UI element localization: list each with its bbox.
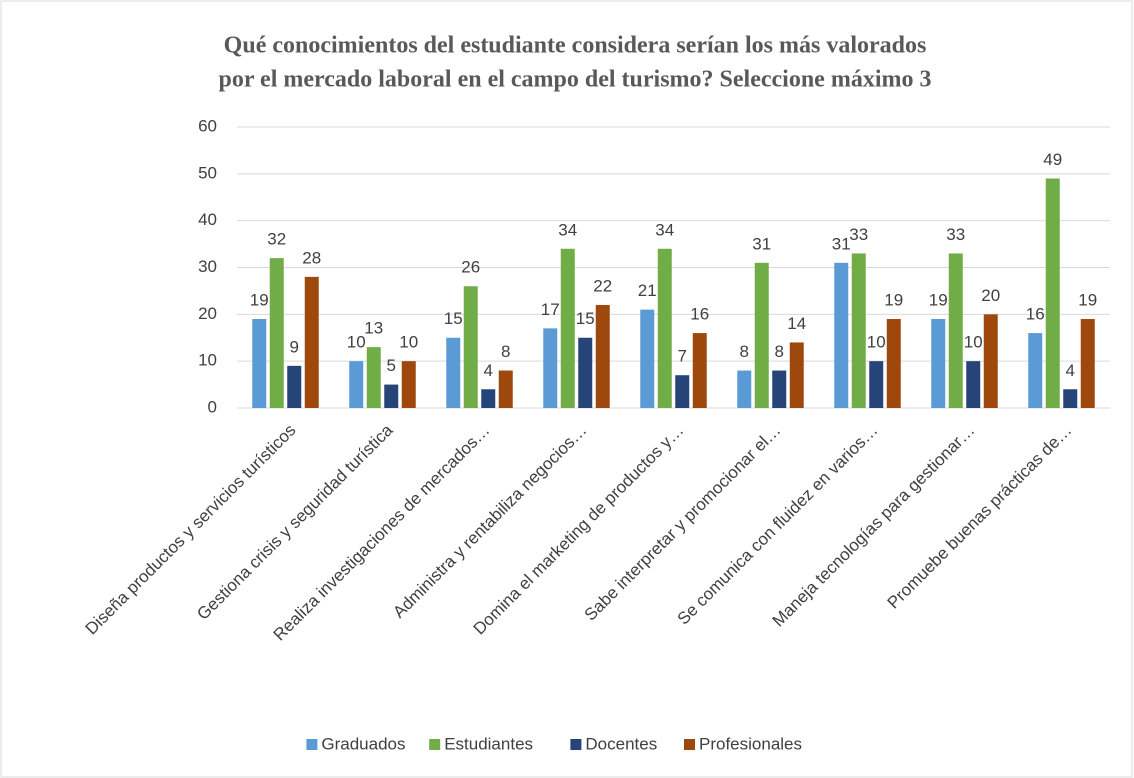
bar: [886, 319, 901, 408]
y-tick-label: 10: [198, 351, 217, 370]
data-label: 5: [387, 356, 396, 375]
y-tick-label: 0: [208, 397, 217, 416]
data-label: 31: [832, 234, 851, 253]
data-label: 49: [1043, 150, 1062, 169]
legend-label: Docentes: [585, 734, 657, 753]
bar: [692, 333, 707, 408]
data-label: 10: [867, 333, 886, 352]
data-label: 22: [593, 276, 612, 295]
y-tick-label: 30: [198, 257, 217, 276]
bar: [834, 262, 849, 408]
chart-title: Qué conocimientos del estudiante conside…: [224, 33, 927, 59]
data-label: 31: [752, 234, 771, 253]
bar: [675, 375, 690, 408]
bar: [463, 286, 478, 408]
bar: [446, 337, 461, 408]
bar: [560, 248, 575, 408]
bar: [772, 370, 787, 408]
bar: [543, 328, 558, 408]
data-label: 8: [775, 342, 784, 361]
y-tick-label: 60: [198, 116, 217, 135]
bar: [578, 337, 593, 408]
legend-label: Profesionales: [699, 734, 802, 753]
bar: [269, 258, 284, 408]
data-label: 4: [484, 361, 493, 380]
data-label: 7: [678, 347, 687, 366]
bar: [366, 347, 381, 408]
data-label: 16: [1026, 305, 1045, 324]
data-label: 15: [444, 309, 463, 328]
data-label: 16: [690, 305, 709, 324]
bar: [595, 304, 610, 408]
bar: [481, 389, 496, 408]
bar: [640, 309, 655, 408]
bar: [1080, 319, 1095, 408]
bar: [931, 319, 946, 408]
y-tick-label: 40: [198, 210, 217, 229]
data-label: 28: [302, 248, 321, 267]
data-label: 32: [267, 230, 286, 249]
legend-swatch: [429, 739, 441, 750]
legend-swatch: [570, 739, 582, 750]
data-label: 33: [946, 225, 965, 244]
data-label: 19: [250, 291, 269, 310]
bar: [983, 314, 998, 408]
bar: [498, 370, 513, 408]
data-label: 8: [501, 342, 510, 361]
data-label: 9: [290, 337, 299, 356]
data-label: 10: [347, 333, 366, 352]
bar: [851, 253, 866, 408]
bar: [349, 361, 364, 408]
data-label: 34: [558, 220, 577, 239]
data-label: 10: [964, 333, 983, 352]
bar: [754, 262, 769, 408]
data-label: 34: [655, 220, 674, 239]
data-label: 10: [399, 333, 418, 352]
bar: [789, 342, 804, 408]
bar: [948, 253, 963, 408]
bar: [384, 384, 399, 408]
data-label: 8: [740, 342, 749, 361]
y-tick-label: 50: [198, 163, 217, 182]
data-label: 17: [541, 300, 560, 319]
legend-swatch: [306, 739, 318, 750]
bar: [1028, 333, 1043, 408]
data-label: 21: [638, 281, 657, 300]
data-label: 19: [884, 291, 903, 310]
bar: [287, 365, 302, 408]
data-label: 14: [787, 314, 806, 333]
data-label: 4: [1066, 361, 1075, 380]
data-label: 15: [576, 309, 595, 328]
bar: [304, 276, 319, 408]
bar: [401, 361, 416, 408]
bar: [1045, 178, 1060, 408]
data-label: 19: [929, 291, 948, 310]
chart-title: por el mercado laboral en el campo del t…: [218, 67, 931, 93]
legend-label: Estudiantes: [444, 734, 533, 753]
bar: [966, 361, 981, 408]
bar: [1063, 389, 1078, 408]
data-label: 19: [1078, 291, 1097, 310]
legend-swatch: [684, 739, 695, 750]
y-tick-label: 20: [198, 304, 217, 323]
bar: [252, 319, 267, 408]
data-label: 26: [461, 258, 480, 277]
legend-label: Graduados: [321, 734, 405, 753]
bar: [869, 361, 884, 408]
bar: [737, 370, 752, 408]
data-label: 13: [364, 319, 383, 338]
data-label: 33: [849, 225, 868, 244]
bar: [657, 248, 672, 408]
data-label: 20: [981, 286, 1000, 305]
